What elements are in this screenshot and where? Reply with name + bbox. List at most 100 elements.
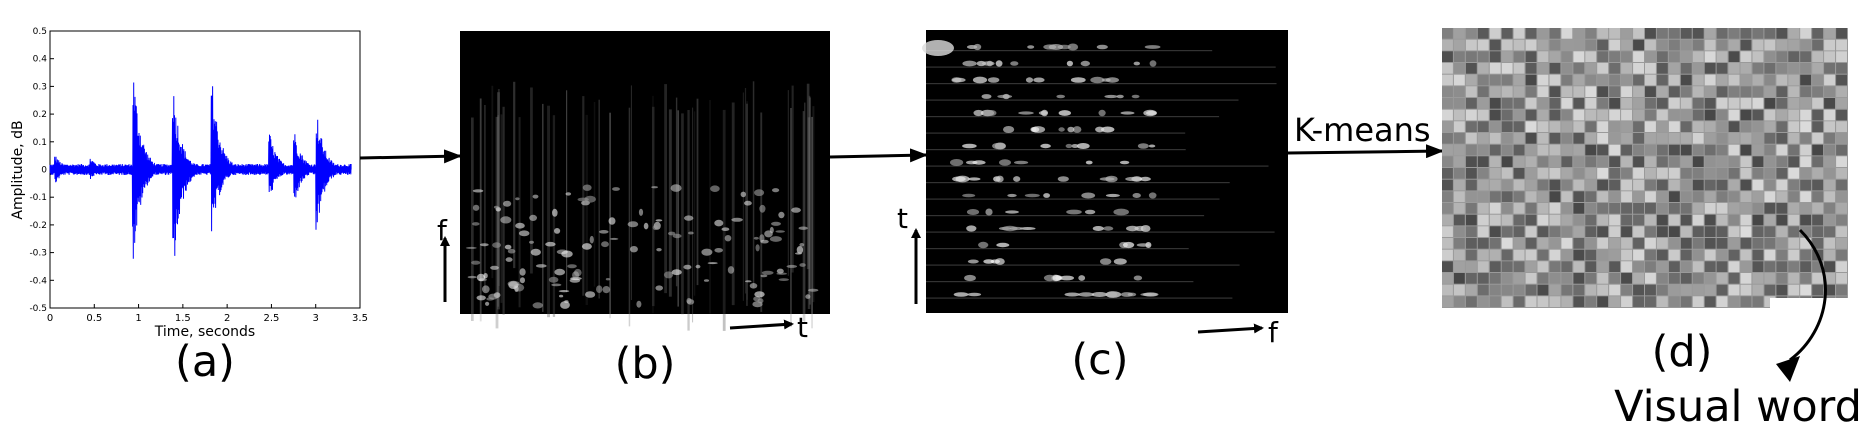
spectral-blob	[1010, 61, 1019, 66]
codebook-cell	[1788, 98, 1800, 109]
spectral-blob	[493, 205, 499, 209]
codebook-cell	[1573, 191, 1585, 202]
spectral-streak	[593, 102, 596, 287]
spectral-row	[926, 132, 1186, 134]
codebook-cell	[1692, 63, 1704, 74]
codebook-cell	[1609, 249, 1621, 261]
codebook-cell	[1573, 296, 1585, 307]
spectral-blob	[1095, 126, 1105, 133]
codebook-cell	[1680, 273, 1692, 284]
spectral-blob	[1106, 291, 1118, 298]
codebook-cell	[1609, 121, 1621, 132]
codebook-cell	[1836, 63, 1847, 74]
panel-a-waveform-plot: 0 0.5 1 1.5 2 2.5 3 3.5 0.5 0.4 0.3 0.2 0.1 0 -0.1 -0.2…	[10, 27, 368, 387]
codebook-cell	[1501, 168, 1513, 179]
codebook-cell	[1680, 98, 1692, 109]
codebook-cell	[1752, 273, 1764, 284]
time-axis-arrow	[729, 319, 794, 330]
codebook-cell	[1836, 74, 1847, 86]
codebook-cell	[1836, 214, 1847, 226]
spectral-blob	[554, 228, 561, 234]
codebook-cell	[1597, 203, 1609, 214]
codebook-cell	[1812, 284, 1824, 296]
codebook-cell	[1633, 203, 1644, 214]
codebook-cell	[1668, 74, 1680, 86]
codebook-cell	[1656, 168, 1668, 179]
y-axis-label: Amplitude, dB	[10, 120, 26, 219]
spectral-streak	[664, 84, 667, 294]
spectral-blob	[688, 231, 694, 235]
codebook-cell	[1585, 121, 1597, 132]
spectral-blob	[1143, 292, 1158, 297]
codebook-cell	[1740, 51, 1752, 62]
codebook-cell	[1597, 39, 1609, 51]
codebook-cell	[1597, 63, 1609, 74]
codebook-cell	[1812, 121, 1824, 132]
codebook-cell	[1812, 273, 1824, 284]
codebook-cell	[1656, 249, 1668, 261]
spectral-streak	[808, 95, 811, 300]
spectral-blob	[602, 286, 611, 294]
codebook-cell	[1716, 179, 1728, 191]
codebook-cell	[1788, 238, 1800, 249]
codebook-cell	[1525, 156, 1537, 167]
spectral-blob	[612, 187, 620, 191]
codebook-cell	[1573, 121, 1585, 132]
codebook-cell	[1513, 121, 1525, 132]
codebook-cell	[1740, 86, 1752, 97]
codebook-cell	[1561, 168, 1573, 179]
spectral-blob	[467, 275, 477, 279]
y-tick-label: -0.5	[29, 304, 47, 314]
y-tick-label: 0	[41, 166, 47, 176]
codebook-cell	[1656, 39, 1668, 51]
spectral-streak	[807, 117, 811, 309]
y-tick-label: -0.4	[29, 276, 47, 286]
codebook-cell	[1489, 179, 1501, 191]
spectral-streak	[484, 105, 486, 292]
spectral-blob	[952, 77, 966, 83]
codebook-cell	[1525, 273, 1537, 284]
codebook-cell	[1465, 226, 1477, 237]
spectral-blob	[507, 248, 516, 254]
codebook-cell	[1621, 238, 1632, 249]
codebook-cell	[1465, 261, 1477, 272]
codebook-cell	[1776, 133, 1788, 144]
spectral-blob	[652, 225, 658, 231]
codebook-cell	[1680, 284, 1692, 296]
spectral-blob	[1065, 143, 1073, 149]
codebook-cell	[1728, 121, 1740, 132]
codebook-cell	[1633, 28, 1644, 39]
codebook-cell	[1645, 156, 1656, 167]
codebook-cell	[1836, 191, 1847, 202]
spectral-blob	[778, 211, 785, 219]
codebook-cell	[1465, 63, 1477, 74]
codebook-cell	[1525, 191, 1537, 202]
spectral-blob	[519, 268, 526, 276]
codebook-cell	[1477, 74, 1489, 86]
codebook-cell	[1836, 249, 1847, 261]
codebook-cell	[1513, 284, 1525, 296]
codebook-cell	[1477, 109, 1489, 121]
spectral-blob	[535, 264, 547, 268]
codebook-cell	[1764, 284, 1776, 296]
codebook-cell	[1812, 98, 1824, 109]
codebook-cell	[1764, 121, 1776, 132]
codebook-cell	[1728, 39, 1740, 51]
codebook-cell	[1465, 109, 1477, 121]
codebook-cell	[1537, 156, 1549, 167]
spectral-row	[926, 231, 1275, 233]
time-axis-letter-c: t	[897, 202, 908, 235]
codebook-cell	[1788, 144, 1800, 156]
spectral-blob	[973, 43, 982, 51]
codebook-cell	[1549, 144, 1561, 156]
codebook-cell	[1680, 86, 1692, 97]
codebook-cell	[1477, 238, 1489, 249]
x-tick-label: 3	[313, 313, 319, 324]
spectral-blob	[805, 294, 811, 299]
codebook-cell	[1561, 63, 1573, 74]
codebook-cell	[1525, 51, 1537, 62]
codebook-cell	[1716, 214, 1728, 226]
codebook-cell	[1728, 214, 1740, 226]
spectral-blob	[744, 200, 752, 206]
codebook-cell	[1501, 203, 1513, 214]
